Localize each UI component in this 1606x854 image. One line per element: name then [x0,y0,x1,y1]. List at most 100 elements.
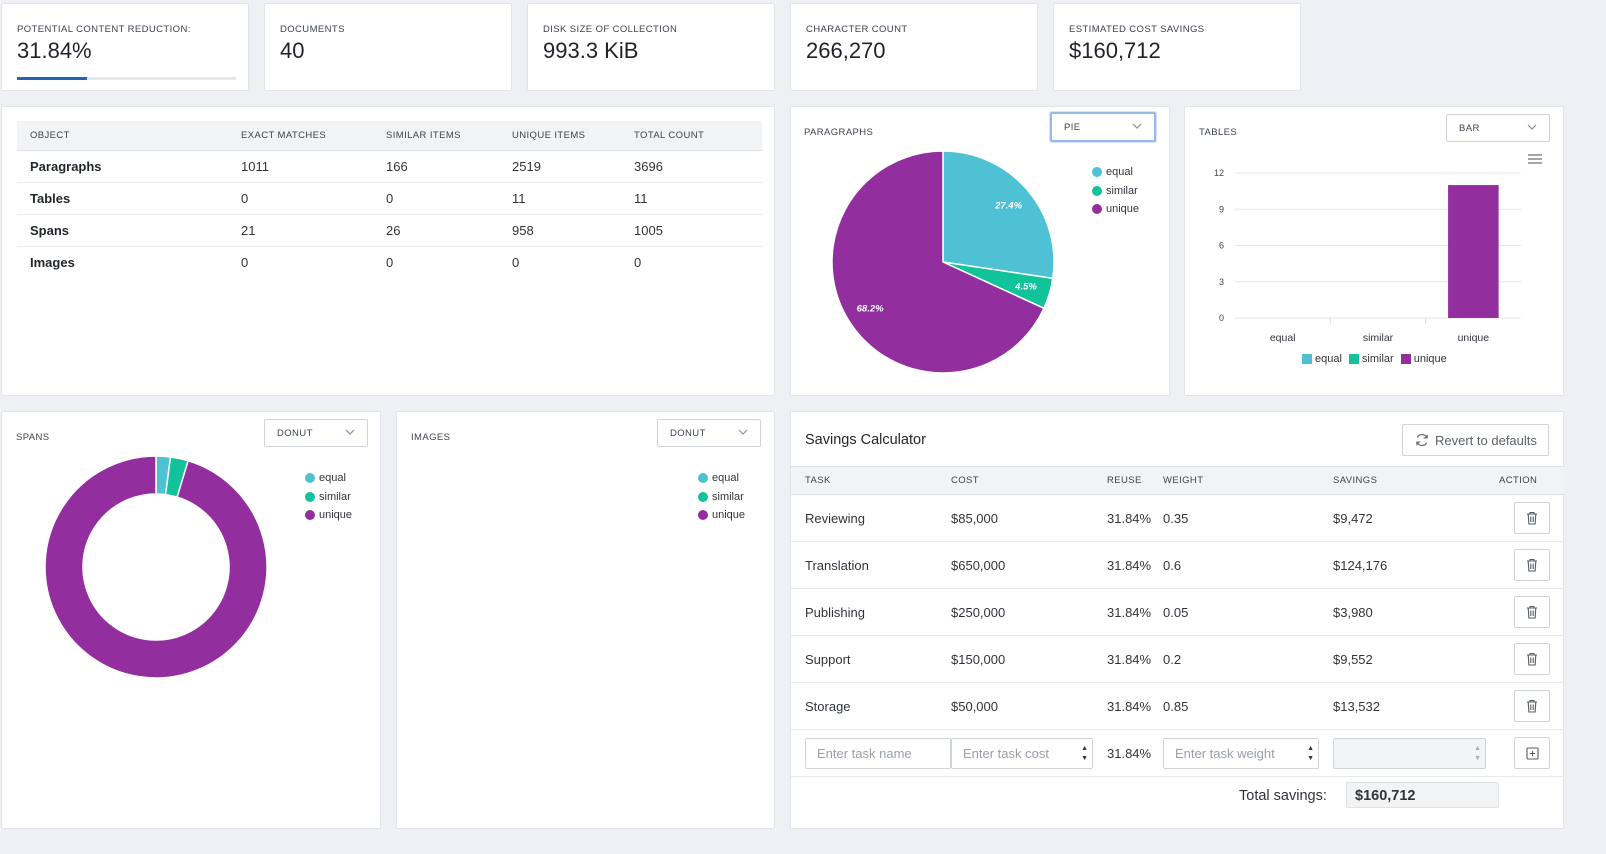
stat-label: DOCUMENTS [280,24,345,35]
x-tick-label: similar [1363,332,1394,344]
cell-unique: 0 [512,254,520,270]
object-summary-card: OBJECT EXACT MATCHES SIMILAR ITEMS UNIQU… [1,106,775,396]
legend-item-equal[interactable]: equal [1302,350,1342,369]
delete-row-button[interactable] [1514,502,1550,534]
legend-item-unique[interactable]: unique [1092,200,1139,219]
legend-label: unique [712,509,746,522]
cell-reuse: 31.84% [1107,494,1163,542]
delete-row-button[interactable] [1514,596,1550,628]
legend-item-unique[interactable]: unique [305,506,352,525]
trash-icon [1527,652,1537,666]
cell-weight: 0.35 [1163,494,1333,542]
col-header-object: OBJECT [17,121,228,151]
pie-slice-unique[interactable] [44,455,268,679]
select-value: DONUT [277,428,313,439]
cell-savings: $9,472 [1333,494,1499,542]
cell-similar: 0 [373,182,499,215]
task-cost-input[interactable]: Enter task cost ▲ ▼ [951,737,1093,769]
delete-row-button[interactable] [1514,643,1550,675]
col-header-cost: COST [951,466,1107,495]
cell-action [1499,635,1564,683]
pie-slice-equal[interactable] [942,150,1055,280]
legend-item-similar[interactable]: similar [1092,182,1139,201]
y-tick-label: 12 [1214,168,1224,178]
hamburger-menu-icon[interactable] [1528,154,1542,164]
stat-card-cost-savings: ESTIMATED COST SAVINGS $160,712 [1053,3,1301,91]
spans-donut-chart: 95.3% [44,455,268,692]
table-row: Storage $50,000 31.84% 0.85 $13,532 [791,682,1564,730]
chevron-down-icon [1132,123,1142,129]
chart-type-select[interactable]: DONUT [657,419,761,447]
refresh-icon [1416,433,1428,447]
placeholder: Enter task cost [963,745,1049,761]
legend-item-unique[interactable]: unique [1400,350,1447,369]
legend-item-similar[interactable]: similar [1348,350,1394,369]
task-name-input[interactable]: Enter task name [805,737,951,769]
task-weight-input[interactable]: Enter task weight ▲ ▼ [1163,737,1319,769]
cell-exact: 1011 [228,150,373,183]
legend-label: unique [1106,203,1140,216]
cell-task: Enter task name [791,729,951,777]
legend-item-similar[interactable]: similar [305,488,352,507]
legend-item-equal[interactable]: equal [1092,163,1139,182]
legend-item-equal[interactable]: equal [305,469,352,488]
chart-type-select[interactable]: DONUT [264,419,368,447]
cell-reuse: 31.84% [1107,541,1163,589]
tables-bar-chart: 0 3 6 9 12 equal similar unique [1214,168,1521,344]
cell-cost: $85,000 [951,494,1107,542]
legend-marker [1092,185,1102,196]
col-header-exact: EXACT MATCHES [228,121,373,151]
stat-value: 266,270 [806,38,886,63]
cell-weight: 0.05 [1163,588,1333,636]
stat-card-documents: DOCUMENTS 40 [264,3,512,91]
total-savings-value: $160,712 [1346,782,1499,808]
legend-item-equal[interactable]: equal [698,469,745,488]
paragraphs-pie-chart: 27.4% 4.5% 68.2% [831,150,1055,374]
stat-value: 993.3 KiB [543,38,639,63]
chart-type-select[interactable]: PIE [1050,112,1156,142]
col-header-total: TOTAL COUNT [621,121,762,151]
legend-marker [698,510,708,521]
delete-row-button[interactable] [1514,549,1550,581]
cell-exact: 0 [228,182,373,215]
stepper-arrows-icon[interactable]: ▲ ▼ [1081,744,1088,762]
revert-label: Revert to defaults [1435,432,1537,448]
placeholder: Enter task weight [1175,745,1275,761]
col-header-task: TASK [791,466,951,495]
pie-slice-unique[interactable] [831,150,1045,374]
cell-reuse: 31.84% [1107,635,1163,683]
stat-card-disk-size: DISK SIZE OF COLLECTION 993.3 KiB [527,3,775,91]
legend-item-similar[interactable]: similar [698,488,745,507]
cell-exact: 21 [228,214,373,247]
legend-label: equal [1106,166,1133,179]
cell-task: Support [791,635,951,683]
cell-reuse: 31.84% [1107,588,1163,636]
legend-item-unique[interactable]: unique [698,506,745,525]
cell-task: Translation [791,541,951,589]
select-value: BAR [1459,123,1480,134]
table-row: Translation $650,000 31.84% 0.6 $124,176 [791,541,1564,589]
cell-object: Images [30,254,75,270]
object-summary-table: OBJECT EXACT MATCHES SIMILAR ITEMS UNIQU… [17,121,762,278]
x-tick-label: unique [1458,332,1490,344]
cell-weight: 0.6 [1163,541,1333,589]
stepper-arrows-icon[interactable]: ▲ ▼ [1307,744,1314,762]
y-tick-label: 6 [1219,241,1224,251]
col-header-savings: SAVINGS [1333,466,1499,495]
bar-unique[interactable] [1448,185,1499,318]
legend-marker [1400,354,1411,365]
chart-type-select[interactable]: BAR [1446,114,1550,142]
table-row: Tables 0 0 11 11 [17,182,762,215]
add-row-button[interactable] [1514,737,1550,769]
delete-row-button[interactable] [1514,690,1550,722]
table-row: Reviewing $85,000 31.84% 0.35 $9,472 [791,494,1564,542]
chart-title: TABLES [1199,127,1238,138]
revert-defaults-button[interactable]: Revert to defaults [1402,424,1549,456]
select-value: PIE [1064,122,1081,133]
add-icon [1525,746,1539,760]
y-tick-label: 0 [1219,313,1224,323]
cell-savings: $13,532 [1333,682,1499,730]
stat-value: 31.84% [17,38,92,63]
legend-marker [305,510,315,521]
cell-cost: $650,000 [951,541,1107,589]
